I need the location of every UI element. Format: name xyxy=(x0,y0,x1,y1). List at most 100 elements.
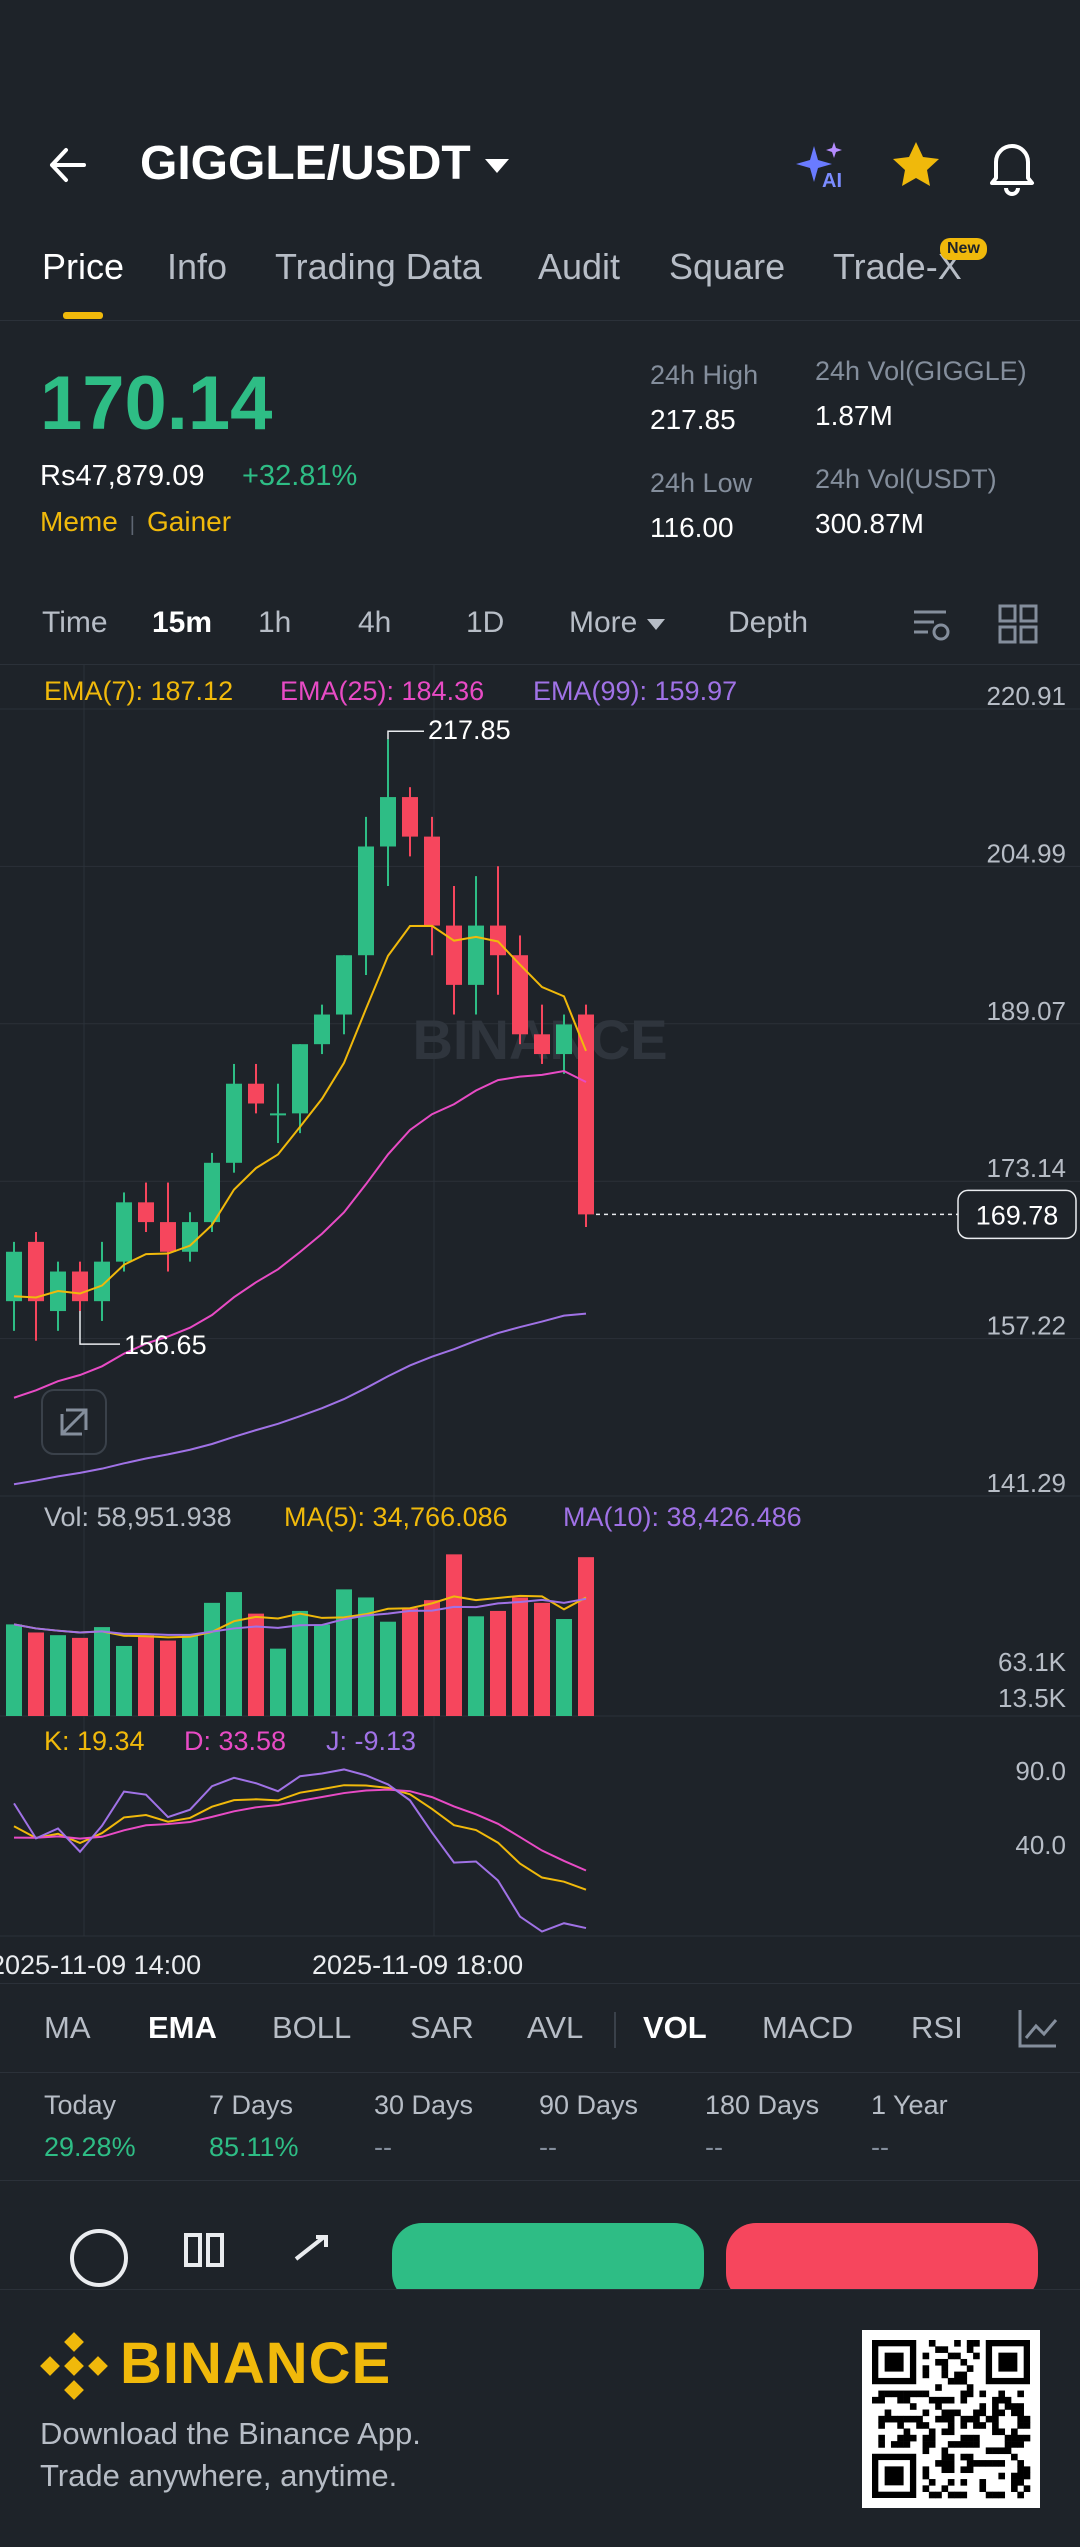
pair-selector[interactable]: GIGGLE/USDT xyxy=(140,136,509,191)
qr-module xyxy=(941,2460,949,2467)
qr-module xyxy=(922,2352,930,2360)
qr-module xyxy=(1011,2434,1018,2442)
candle-body xyxy=(490,925,506,956)
qr-module xyxy=(998,2428,1006,2436)
qr-module xyxy=(1004,2434,1012,2442)
qr-module xyxy=(947,2460,955,2467)
indicator-ma[interactable]: MA xyxy=(44,2010,91,2045)
pair-title: GIGGLE/USDT xyxy=(140,137,471,190)
qr-module xyxy=(909,2434,917,2442)
volume-bar xyxy=(556,1619,572,1716)
buy-button[interactable] xyxy=(392,2223,704,2291)
timeframe-1d[interactable]: 1D xyxy=(466,606,505,639)
tab-info[interactable]: Info xyxy=(167,246,228,287)
qr-module xyxy=(954,2409,961,2417)
qr-module xyxy=(960,2422,968,2429)
indicator-ema[interactable]: EMA xyxy=(148,2010,217,2045)
divider xyxy=(0,1983,1080,1984)
timeframe-depth[interactable]: Depth xyxy=(728,606,809,639)
candle-body xyxy=(468,925,484,985)
indicator-boll[interactable]: BOLL xyxy=(272,2010,352,2045)
favorite-button[interactable] xyxy=(888,138,944,194)
qr-module xyxy=(966,2340,974,2347)
volume-bar xyxy=(292,1610,308,1716)
timeframe-more[interactable]: More xyxy=(569,606,666,640)
perf-label-1y: 1 Year xyxy=(871,2090,948,2120)
qr-module xyxy=(992,2409,999,2417)
candle-body xyxy=(446,925,462,985)
volume-bar xyxy=(578,1557,594,1716)
back-button[interactable] xyxy=(44,140,94,190)
qr-module xyxy=(992,2422,999,2429)
qr-module xyxy=(985,2415,993,2423)
vol-quote-label: 24h Vol(USDT) xyxy=(815,464,997,494)
vol-axis-bottom: 13.5K xyxy=(998,1683,1067,1713)
indicator-rsi[interactable]: RSI xyxy=(911,2010,963,2045)
high-value: 217.85 xyxy=(650,404,736,435)
qr-module xyxy=(985,2460,993,2467)
tab-trading-data[interactable]: Trading Data xyxy=(275,246,482,287)
qr-module xyxy=(1011,2403,1018,2410)
layout-button[interactable] xyxy=(996,602,1040,646)
tab-audit[interactable]: Audit xyxy=(538,246,621,287)
candle-body xyxy=(6,1251,22,1302)
current-price-tag-box xyxy=(957,1189,1077,1240)
qr-module xyxy=(979,2460,987,2467)
ema7-legend: EMA(7): 187.12 xyxy=(44,676,233,706)
qr-module xyxy=(922,2434,930,2442)
qr-module xyxy=(890,2415,898,2423)
expand-chart-button[interactable] xyxy=(41,1389,107,1455)
qr-module xyxy=(998,2472,1006,2480)
qr-module xyxy=(947,2409,955,2417)
alert-button[interactable] xyxy=(984,136,1040,196)
ma5-legend: MA(5): 34,766.086 xyxy=(284,1502,508,1532)
tab-price[interactable]: Price xyxy=(42,246,125,287)
tab-square[interactable]: Square xyxy=(669,246,786,287)
qr-module xyxy=(998,2390,1006,2398)
price-axis-label: 173.14 xyxy=(986,1153,1066,1183)
qr-module xyxy=(947,2352,955,2360)
timeframe-15m[interactable]: 15m xyxy=(152,606,213,639)
qr-module xyxy=(1004,2441,1012,2448)
margin-button[interactable] xyxy=(290,2229,336,2269)
candle-body xyxy=(204,1162,220,1223)
indicator-vol[interactable]: VOL xyxy=(643,2010,707,2045)
indicator-sar[interactable]: SAR xyxy=(410,2010,474,2045)
expand-icon xyxy=(60,1408,88,1436)
low-marker-label: 156.65 xyxy=(124,1330,207,1360)
qr-module xyxy=(903,2434,911,2442)
indicator-settings-button[interactable] xyxy=(1016,2006,1060,2050)
indicator-macd[interactable]: MACD xyxy=(762,2010,854,2045)
tag-list: Meme | Gainer xyxy=(40,506,231,538)
low-label: 24h Low xyxy=(650,468,753,498)
chart-settings-button[interactable] xyxy=(910,602,954,646)
qr-finder-center xyxy=(884,2352,904,2372)
qr-module xyxy=(973,2352,980,2360)
tag-gainer[interactable]: Gainer xyxy=(147,506,232,537)
binance-brand: BINANCE xyxy=(120,2331,392,2396)
fiat-price: Rs47,879.09 xyxy=(40,460,205,492)
chevron-down-icon xyxy=(484,159,509,174)
candle-body xyxy=(72,1271,88,1302)
qr-module xyxy=(1011,2409,1018,2417)
qr-module xyxy=(1017,2491,1024,2499)
sell-button[interactable] xyxy=(726,2223,1038,2291)
timeframe-4h[interactable]: 4h xyxy=(358,606,392,639)
kdj-axis-bottom: 40.0 xyxy=(1015,1830,1066,1860)
download-qr-code[interactable] xyxy=(862,2330,1040,2508)
bell-icon xyxy=(990,144,1034,196)
timeframe-1h[interactable]: 1h xyxy=(258,606,292,639)
candle-body xyxy=(402,797,418,837)
ai-button[interactable]: AI xyxy=(792,138,852,198)
copy-trade-button[interactable] xyxy=(182,2229,228,2269)
indicator-avl[interactable]: AVL xyxy=(527,2010,584,2045)
qr-module xyxy=(979,2479,987,2486)
timeframe-time[interactable]: Time xyxy=(42,606,108,639)
candle-body xyxy=(578,1014,594,1215)
qr-module xyxy=(1017,2472,1024,2480)
perf-label-90d: 90 Days xyxy=(539,2090,639,2120)
more-button[interactable] xyxy=(70,2229,128,2287)
qr-module xyxy=(960,2491,968,2499)
candlestick-chart[interactable]: BINANCE 220.91204.99189.07173.14157.2214… xyxy=(0,664,1080,1984)
tag-meme[interactable]: Meme xyxy=(40,506,118,537)
